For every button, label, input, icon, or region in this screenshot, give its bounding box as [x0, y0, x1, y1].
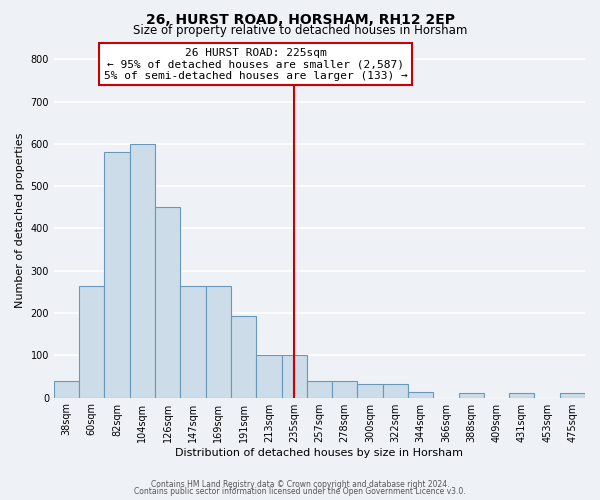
Bar: [332, 380, 358, 398]
Bar: [181, 286, 206, 398]
Bar: [509, 394, 535, 398]
Bar: [130, 144, 155, 398]
Bar: [458, 394, 484, 398]
X-axis label: Distribution of detached houses by size in Horsham: Distribution of detached houses by size …: [175, 448, 463, 458]
Bar: [560, 394, 585, 398]
Bar: [408, 392, 433, 398]
Text: Contains public sector information licensed under the Open Government Licence v3: Contains public sector information licen…: [134, 487, 466, 496]
Bar: [104, 152, 130, 398]
Bar: [256, 356, 281, 398]
Bar: [54, 380, 79, 398]
Bar: [155, 208, 181, 398]
Text: 26 HURST ROAD: 225sqm
← 95% of detached houses are smaller (2,587)
5% of semi-de: 26 HURST ROAD: 225sqm ← 95% of detached …: [104, 48, 407, 81]
Bar: [281, 356, 307, 398]
Text: Contains HM Land Registry data © Crown copyright and database right 2024.: Contains HM Land Registry data © Crown c…: [151, 480, 449, 489]
Bar: [383, 384, 408, 398]
Text: Size of property relative to detached houses in Horsham: Size of property relative to detached ho…: [133, 24, 467, 37]
Bar: [307, 380, 332, 398]
Bar: [206, 286, 231, 398]
Text: 26, HURST ROAD, HORSHAM, RH12 2EP: 26, HURST ROAD, HORSHAM, RH12 2EP: [146, 12, 455, 26]
Bar: [358, 384, 383, 398]
Bar: [231, 316, 256, 398]
Y-axis label: Number of detached properties: Number of detached properties: [15, 132, 25, 308]
Bar: [79, 286, 104, 398]
